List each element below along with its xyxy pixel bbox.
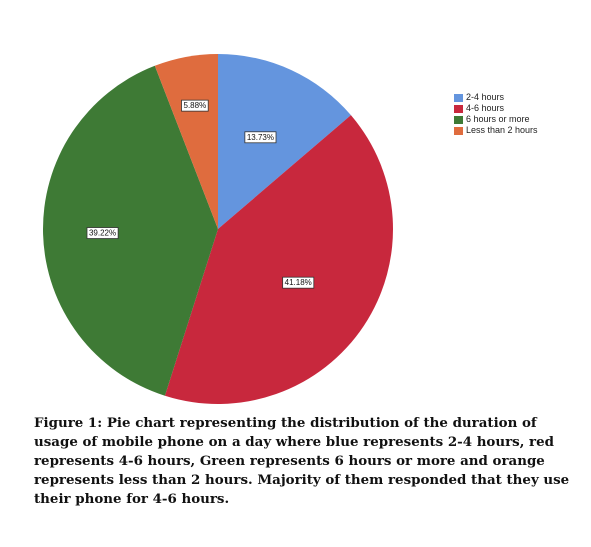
data-label-box xyxy=(86,227,119,239)
data-label-text: 41.18% xyxy=(285,278,312,287)
legend-label: Less than 2 hours xyxy=(466,125,538,135)
legend-item-less-than-2-hours: Less than 2 hours xyxy=(454,125,538,136)
legend-swatch xyxy=(454,93,463,102)
data-label: 5.88% xyxy=(181,99,209,112)
legend-swatch xyxy=(454,126,463,135)
data-label: 13.73% xyxy=(244,131,277,144)
data-label-box xyxy=(282,276,315,289)
legend-item-2-4-hours: 2-4 hours xyxy=(454,92,538,103)
legend-label: 2-4 hours xyxy=(466,92,505,102)
pie-slice-4-6-hours xyxy=(164,115,393,404)
chart-legend: 2-4 hours 4-6 hours 6 hours or more Less… xyxy=(454,92,538,136)
figure-caption: Figure 1: Pie chart representing the dis… xyxy=(34,415,570,507)
data-label: 39.22% xyxy=(86,227,119,239)
legend-item-6-hours-or-more: 6 hours or more xyxy=(454,114,538,125)
data-label-text: 5.88% xyxy=(184,101,207,110)
pie-slice-2-4-hours xyxy=(218,54,351,229)
legend-item-4-6-hours: 4-6 hours xyxy=(454,103,538,114)
data-label: 41.18% xyxy=(282,276,315,289)
data-label-text: 13.73% xyxy=(247,133,274,142)
legend-label: 6 hours or more xyxy=(466,114,530,124)
legend-swatch xyxy=(454,104,463,113)
legend-swatch xyxy=(454,115,463,124)
pie-slice-6-hours-or-more xyxy=(43,65,218,396)
data-label-box xyxy=(244,131,277,144)
data-label-box xyxy=(181,99,209,112)
data-label-text: 39.22% xyxy=(89,229,116,238)
legend-label: 4-6 hours xyxy=(466,103,505,113)
pie-chart: 13.73% 41.18% 39.22% 5.88% xyxy=(43,54,393,404)
pie-slice-less-than-2-hours xyxy=(154,54,218,229)
